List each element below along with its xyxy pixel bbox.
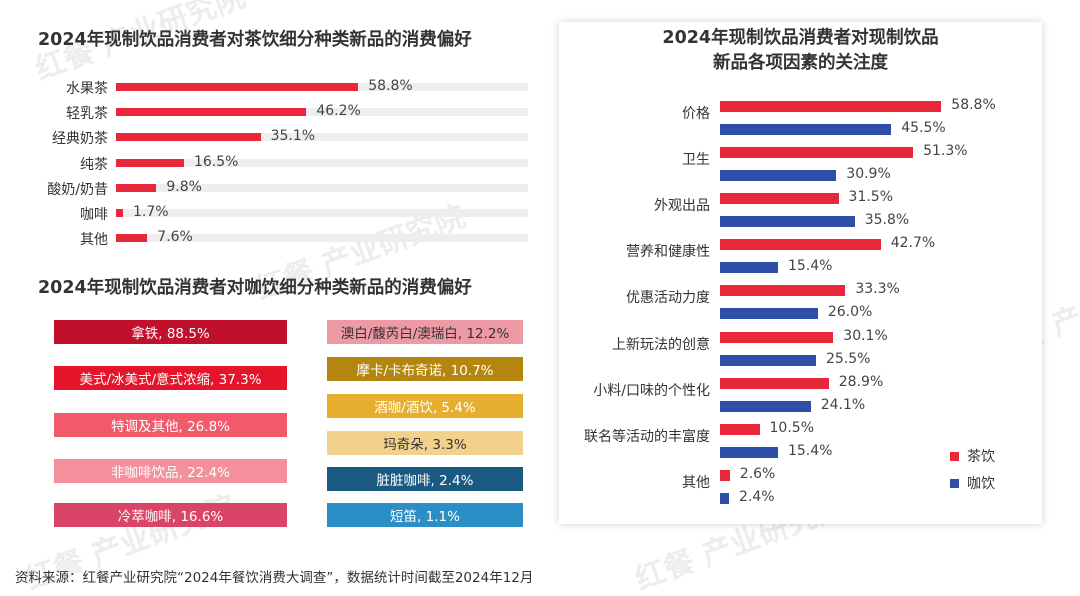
tea-category-label: 经典奶茶 — [52, 131, 108, 148]
tea-category-label: 水果茶 — [66, 81, 108, 97]
legend-item-coffee: 咖饮 — [950, 473, 995, 493]
factor-value-tea: 2.6% — [739, 465, 776, 482]
tea-value-label: 35.1% — [270, 128, 316, 145]
tea-category-label: 酸奶/奶昔 — [47, 181, 108, 198]
legend-item-tea: 茶饮 — [950, 446, 995, 466]
factor-bar-tea — [720, 101, 942, 112]
tea-bar-track — [116, 108, 528, 117]
factor-bar-tea — [720, 377, 829, 389]
factor-value-coffee: 26.0% — [827, 304, 873, 321]
factor-bar-tea — [720, 469, 730, 481]
legend-coffee-label: 咖饮 — [967, 476, 995, 492]
factor-value-tea: 10.5% — [769, 419, 814, 436]
factor-bar-coffee — [720, 354, 816, 366]
factor-category-label: 小料/口味的个性化 — [593, 382, 710, 399]
coffee-chart-title: 2024年现制饮品消费者对咖饮细分种类新品的消费偏好 — [38, 278, 472, 298]
factor-bar-coffee — [720, 492, 730, 504]
tea-value-label: 46.2% — [316, 103, 361, 120]
coffee-category-box: 短笛, 1.1% — [327, 503, 523, 527]
coffee-category-box: 非咖啡饮品, 22.4% — [54, 459, 287, 483]
tea-bar — [116, 234, 148, 243]
factor-bar-coffee — [720, 308, 818, 320]
tea-category-label: 纯茶 — [80, 156, 108, 173]
tea-value-label: 16.5% — [193, 153, 239, 170]
factor-value-coffee: 2.4% — [739, 488, 775, 505]
factor-chart-title-line1: 2024年现制饮品消费者对现制饮品 — [662, 28, 939, 48]
factor-bar-coffee — [720, 400, 811, 412]
tea-bar-track — [116, 209, 528, 217]
tea-bar — [116, 108, 307, 117]
coffee-category-box: 酒咖/酒饮, 5.4% — [327, 394, 523, 418]
factor-value-coffee: 30.9% — [846, 166, 891, 183]
tea-bar — [116, 83, 359, 91]
coffee-category-box: 冷萃咖啡, 16.6% — [54, 503, 287, 527]
legend-coffee-swatch — [950, 478, 959, 488]
factor-value-tea: 30.1% — [843, 327, 888, 344]
factor-value-tea: 58.8% — [951, 97, 996, 113]
factor-bar-coffee — [720, 262, 778, 274]
tea-bar — [116, 183, 157, 192]
factor-value-coffee: 45.5% — [901, 120, 946, 136]
factor-bar-coffee — [720, 446, 778, 458]
factor-category-label: 优惠活动力度 — [626, 290, 710, 307]
coffee-category-box: 澳白/馥芮白/澳瑞白, 12.2% — [327, 320, 523, 344]
tea-chart-title: 2024年现制饮品消费者对茶饮细分种类新品的消费偏好 — [38, 30, 472, 50]
tea-bar — [116, 133, 261, 142]
factor-bar-tea — [720, 285, 846, 297]
tea-value-label: 7.6% — [157, 229, 193, 246]
coffee-category-box: 拿铁, 88.5% — [54, 320, 287, 344]
factor-value-coffee: 15.4% — [787, 442, 833, 459]
tea-value-label: 58.8% — [368, 78, 413, 94]
factor-value-coffee: 24.1% — [820, 396, 866, 413]
tea-category-label: 轻乳茶 — [66, 106, 108, 123]
factor-attention-panel: 2024年现制饮品消费者对现制饮品 新品各项因素的关注度 价格 58.8% 45.5… — [559, 22, 1042, 524]
factor-category-label: 外观出品 — [654, 198, 710, 215]
coffee-category-box: 玛奇朵, 3.3% — [327, 431, 523, 455]
factor-value-tea: 51.3% — [923, 143, 968, 160]
factor-value-tea: 28.9% — [838, 373, 884, 390]
tea-category-label: 咖啡 — [80, 207, 108, 223]
source-note: 资料来源：红餐产业研究院“2024年餐饮消费大调查”，数据统计时间截至2024年… — [15, 570, 534, 586]
factor-chart-title-line2: 新品各项因素的关注度 — [713, 53, 888, 73]
factor-bar-tea — [720, 147, 914, 159]
tea-bar-track — [116, 158, 528, 167]
factor-category-label: 联名等活动的丰富度 — [584, 428, 710, 445]
factor-category-label: 价格 — [682, 106, 710, 122]
coffee-category-box: 摩卡/卡布奇诺, 10.7% — [327, 357, 523, 381]
factor-value-coffee: 25.5% — [825, 350, 871, 367]
factor-bar-tea — [720, 423, 760, 435]
tea-value-label: 9.8% — [166, 178, 202, 195]
factor-value-tea: 42.7% — [890, 235, 936, 252]
tea-bar — [116, 158, 184, 167]
factor-category-label: 卫生 — [682, 152, 710, 169]
factor-value-coffee: 15.4% — [787, 258, 833, 275]
tea-bar-track — [116, 133, 528, 142]
factor-value-tea: 31.5% — [848, 189, 894, 206]
factor-bar-tea — [720, 331, 834, 343]
factor-chart-title: 2024年现制饮品消费者对现制饮品 新品各项因素的关注度 — [559, 26, 1042, 76]
tea-bar-track — [116, 234, 528, 243]
factor-category-label: 其他 — [682, 474, 710, 491]
tea-bar — [116, 209, 123, 217]
tea-category-label: 其他 — [80, 232, 108, 249]
factor-value-coffee: 35.8% — [864, 212, 910, 229]
factor-bar-coffee — [720, 216, 855, 228]
factor-bar-tea — [720, 193, 839, 205]
factor-bar-coffee — [720, 124, 892, 135]
factor-bar-coffee — [720, 170, 837, 182]
coffee-category-box: 脏脏咖啡, 2.4% — [327, 467, 523, 491]
factor-category-label: 营养和健康性 — [626, 244, 710, 261]
factor-category-label: 上新玩法的创意 — [612, 336, 710, 353]
tea-bar-track — [116, 183, 528, 192]
factor-value-tea: 33.3% — [855, 281, 900, 298]
coffee-category-box: 美式/冰美式/意式浓缩, 37.3% — [54, 366, 287, 390]
legend-tea-label: 茶饮 — [967, 449, 995, 465]
tea-value-label: 1.7% — [133, 204, 169, 220]
factor-bar-tea — [720, 239, 881, 251]
legend-tea-swatch — [950, 451, 959, 461]
coffee-category-box: 特调及其他, 26.8% — [54, 413, 287, 437]
